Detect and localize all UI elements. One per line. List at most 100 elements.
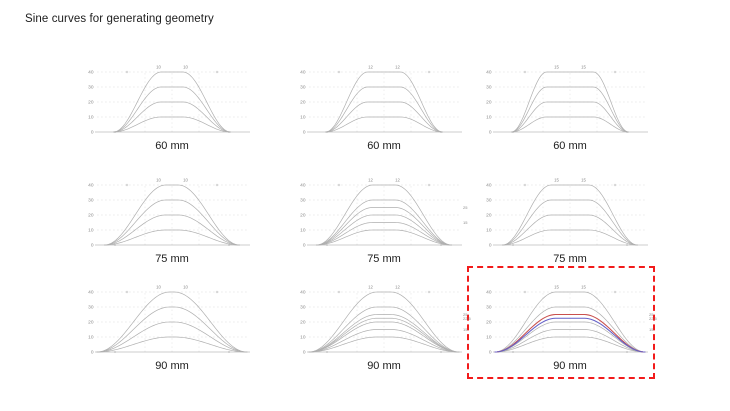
svg-text:10: 10 [88,228,94,234]
svg-text:10: 10 [183,178,188,183]
chart-width-label: 75 mm [553,253,587,265]
chart-width-label: 60 mm [553,140,587,152]
svg-text:0: 0 [303,350,306,356]
svg-text:12: 12 [368,285,373,290]
svg-text:10: 10 [183,285,188,290]
svg-text:12: 12 [368,178,373,183]
page-title: Sine curves for generating geometry [25,13,214,25]
svg-text:25: 25 [463,205,468,210]
chart-width-label: 90 mm [155,360,189,372]
svg-text:15: 15 [554,178,559,183]
chart-panel-r3c3-highlighted: 0 10 20 30 40 15 15 25 22.5 15 90 mm [475,282,661,372]
svg-text:20: 20 [300,320,306,326]
chart-width-label: 75 mm [367,253,401,265]
chart-panel-r1c3: 0 10 20 30 40 15 15 60 mm [475,62,661,152]
chart-panel-r1c1: 0 10 20 30 40 10 10 60 mm [77,62,263,152]
svg-text:10: 10 [300,115,306,121]
chart-width-label: 90 mm [553,360,587,372]
svg-text:40: 40 [300,70,306,76]
chart-panel-r2c1: 0 10 20 30 40 10 10 75 mm [77,175,263,265]
svg-text:25: 25 [463,312,468,317]
svg-text:10: 10 [300,335,306,341]
svg-text:40: 40 [486,290,492,296]
svg-text:40: 40 [300,183,306,189]
chart-panel-r2c2: 0 10 20 30 40 12 12 25 15 75 mm [289,175,475,265]
sine-chart-svg: 0 10 20 30 40 10 10 [88,178,250,249]
svg-text:30: 30 [88,198,94,204]
svg-text:40: 40 [88,70,94,76]
svg-text:10: 10 [156,178,161,183]
sine-chart-svg: 0 10 20 30 40 10 10 [88,285,250,356]
svg-text:20: 20 [88,213,94,219]
svg-text:30: 30 [88,305,94,311]
svg-text:10: 10 [88,115,94,121]
svg-text:22.5: 22.5 [463,316,472,321]
svg-text:30: 30 [486,85,492,91]
svg-text:10: 10 [156,65,161,70]
chart-panel-r1c2: 0 10 20 30 40 12 12 60 mm [289,62,475,152]
chart-width-label: 60 mm [367,140,401,152]
svg-text:12: 12 [368,65,373,70]
svg-text:20: 20 [486,320,492,326]
chart-width-label: 90 mm [367,360,401,372]
svg-text:0: 0 [489,350,492,356]
svg-text:10: 10 [486,228,492,234]
svg-text:20: 20 [300,213,306,219]
svg-text:20: 20 [486,100,492,106]
svg-text:0: 0 [303,243,306,249]
svg-text:10: 10 [300,228,306,234]
svg-text:40: 40 [88,290,94,296]
chart-panel-r3c2: 0 10 20 30 40 12 12 25 22.5 15 90 mm [289,282,475,372]
svg-text:40: 40 [486,183,492,189]
svg-text:15: 15 [463,327,468,332]
svg-text:15: 15 [581,285,586,290]
svg-text:15: 15 [554,285,559,290]
svg-text:40: 40 [300,290,306,296]
svg-text:10: 10 [156,285,161,290]
svg-text:25: 25 [649,312,654,317]
svg-text:40: 40 [486,70,492,76]
svg-text:0: 0 [303,130,306,136]
svg-text:10: 10 [486,335,492,341]
chart-panel-r3c1: 0 10 20 30 40 10 10 90 mm [77,282,263,372]
svg-text:30: 30 [300,305,306,311]
sine-chart-svg: 0 10 20 30 40 10 10 [88,65,250,136]
svg-text:20: 20 [88,100,94,106]
svg-text:20: 20 [88,320,94,326]
svg-text:15: 15 [649,327,654,332]
sine-chart-svg: 0 10 20 30 40 15 15 [486,178,648,249]
svg-text:10: 10 [486,115,492,121]
svg-text:30: 30 [300,198,306,204]
chart-width-label: 60 mm [155,140,189,152]
svg-text:0: 0 [91,243,94,249]
sine-chart-svg: 0 10 20 30 40 12 12 25 15 [300,178,468,249]
svg-text:10: 10 [183,65,188,70]
svg-text:0: 0 [91,130,94,136]
chart-panel-r2c3: 0 10 20 30 40 15 15 75 mm [475,175,661,265]
svg-text:40: 40 [88,183,94,189]
svg-text:30: 30 [486,198,492,204]
svg-text:20: 20 [300,100,306,106]
svg-text:15: 15 [554,65,559,70]
svg-text:30: 30 [486,305,492,311]
sine-chart-svg: 0 10 20 30 40 15 15 [486,65,648,136]
svg-text:0: 0 [489,130,492,136]
svg-text:0: 0 [91,350,94,356]
svg-text:0: 0 [489,243,492,249]
chart-width-label: 75 mm [155,253,189,265]
svg-text:12: 12 [395,178,400,183]
svg-text:15: 15 [581,178,586,183]
svg-text:30: 30 [300,85,306,91]
svg-text:12: 12 [395,65,400,70]
svg-text:15: 15 [581,65,586,70]
svg-text:20: 20 [486,213,492,219]
svg-text:30: 30 [88,85,94,91]
svg-text:22.5: 22.5 [649,316,658,321]
svg-text:15: 15 [463,220,468,225]
sine-chart-svg: 0 10 20 30 40 12 12 [300,65,462,136]
svg-text:10: 10 [88,335,94,341]
svg-text:12: 12 [395,285,400,290]
